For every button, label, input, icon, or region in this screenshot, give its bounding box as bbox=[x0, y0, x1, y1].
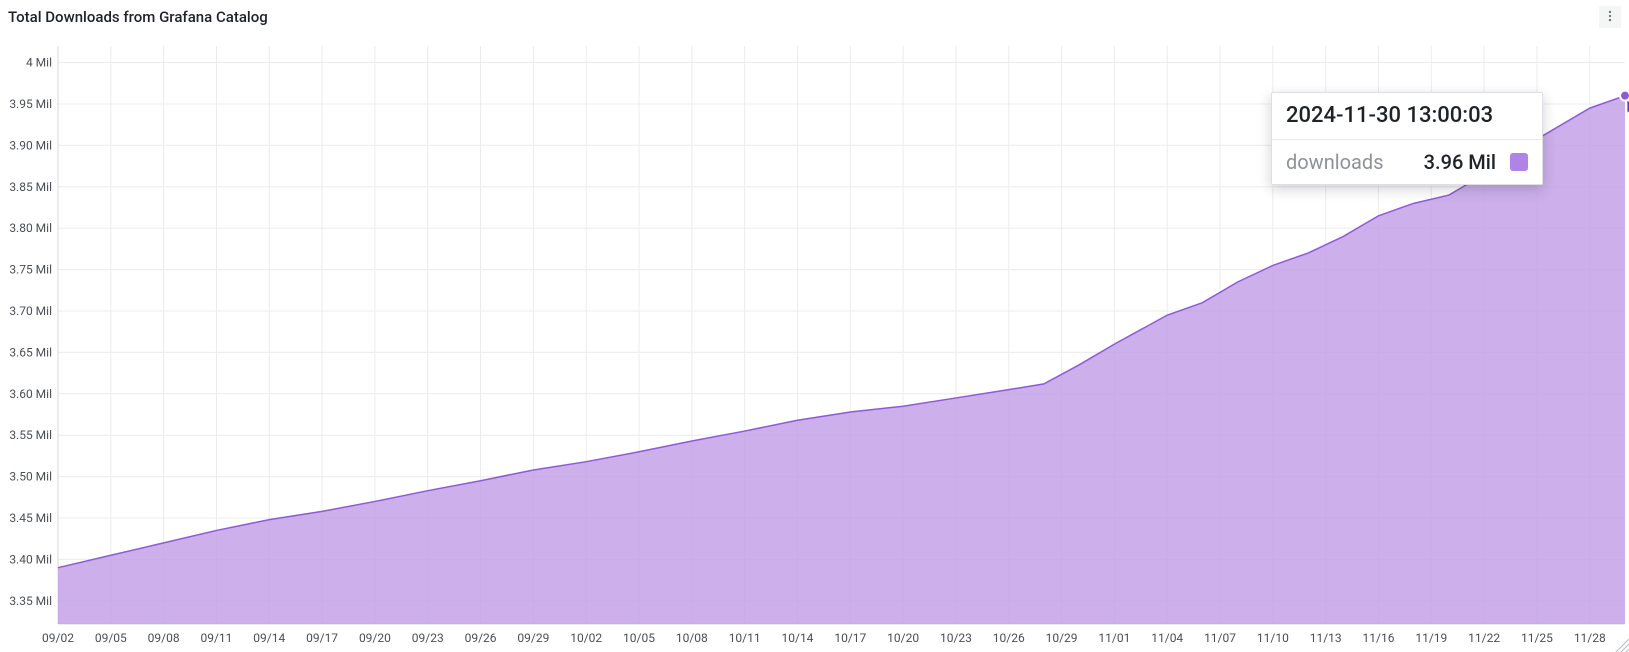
svg-text:11/25: 11/25 bbox=[1521, 631, 1553, 645]
svg-text:09/11: 09/11 bbox=[200, 631, 232, 645]
svg-text:10/05: 10/05 bbox=[623, 631, 655, 645]
svg-text:3.85 Mil: 3.85 Mil bbox=[9, 180, 52, 194]
panel-menu-button[interactable] bbox=[1599, 6, 1621, 28]
svg-text:11/01: 11/01 bbox=[1098, 631, 1130, 645]
tooltip-series-row: downloads 3.96 Mil bbox=[1272, 140, 1542, 184]
svg-text:09/20: 09/20 bbox=[359, 631, 391, 645]
svg-text:3.55 Mil: 3.55 Mil bbox=[9, 428, 52, 442]
svg-text:10/17: 10/17 bbox=[834, 631, 866, 645]
svg-text:10/23: 10/23 bbox=[940, 631, 972, 645]
resize-handle[interactable] bbox=[1615, 638, 1629, 652]
panel-header: Total Downloads from Grafana Catalog bbox=[8, 6, 1621, 28]
tooltip-timestamp: 2024-11-30 13:00:03 bbox=[1272, 93, 1542, 140]
svg-text:10/02: 10/02 bbox=[570, 631, 602, 645]
svg-text:3.70 Mil: 3.70 Mil bbox=[9, 304, 52, 318]
tooltip-series-label: downloads bbox=[1286, 150, 1410, 174]
svg-text:3.75 Mil: 3.75 Mil bbox=[9, 263, 52, 277]
svg-text:3.45 Mil: 3.45 Mil bbox=[9, 511, 52, 525]
svg-text:11/22: 11/22 bbox=[1468, 631, 1500, 645]
tooltip-swatch bbox=[1510, 153, 1528, 171]
svg-text:3.65 Mil: 3.65 Mil bbox=[9, 345, 52, 359]
svg-text:11/13: 11/13 bbox=[1310, 631, 1342, 645]
svg-text:09/26: 09/26 bbox=[465, 631, 497, 645]
svg-text:3.50 Mil: 3.50 Mil bbox=[9, 470, 52, 484]
svg-text:10/29: 10/29 bbox=[1046, 631, 1078, 645]
svg-text:09/14: 09/14 bbox=[253, 631, 285, 645]
svg-text:10/26: 10/26 bbox=[993, 631, 1025, 645]
svg-text:09/02: 09/02 bbox=[42, 631, 74, 645]
svg-text:10/08: 10/08 bbox=[676, 631, 708, 645]
svg-text:09/17: 09/17 bbox=[306, 631, 338, 645]
svg-text:4 Mil: 4 Mil bbox=[26, 56, 52, 70]
svg-text:11/16: 11/16 bbox=[1363, 631, 1395, 645]
grafana-panel: Total Downloads from Grafana Catalog 3.3… bbox=[0, 0, 1629, 652]
svg-text:09/05: 09/05 bbox=[95, 631, 127, 645]
svg-text:10/20: 10/20 bbox=[887, 631, 919, 645]
panel-title: Total Downloads from Grafana Catalog bbox=[8, 8, 268, 26]
svg-text:09/29: 09/29 bbox=[517, 631, 549, 645]
svg-text:10/14: 10/14 bbox=[782, 631, 814, 645]
svg-text:11/07: 11/07 bbox=[1204, 631, 1236, 645]
svg-text:3.80 Mil: 3.80 Mil bbox=[9, 221, 52, 235]
svg-text:11/28: 11/28 bbox=[1574, 631, 1606, 645]
svg-text:09/08: 09/08 bbox=[148, 631, 180, 645]
svg-text:3.95 Mil: 3.95 Mil bbox=[9, 97, 52, 111]
svg-text:3.90 Mil: 3.90 Mil bbox=[9, 138, 52, 152]
svg-text:11/04: 11/04 bbox=[1151, 631, 1183, 645]
hover-tooltip: 2024-11-30 13:00:03 downloads 3.96 Mil bbox=[1271, 92, 1543, 185]
more-vert-icon bbox=[1603, 8, 1617, 27]
svg-text:11/19: 11/19 bbox=[1415, 631, 1447, 645]
svg-text:3.60 Mil: 3.60 Mil bbox=[9, 387, 52, 401]
svg-text:3.35 Mil: 3.35 Mil bbox=[9, 594, 52, 608]
svg-text:10/11: 10/11 bbox=[729, 631, 761, 645]
svg-text:3.40 Mil: 3.40 Mil bbox=[9, 552, 52, 566]
tooltip-series-value: 3.96 Mil bbox=[1424, 150, 1496, 174]
svg-text:09/23: 09/23 bbox=[412, 631, 444, 645]
svg-text:11/10: 11/10 bbox=[1257, 631, 1289, 645]
